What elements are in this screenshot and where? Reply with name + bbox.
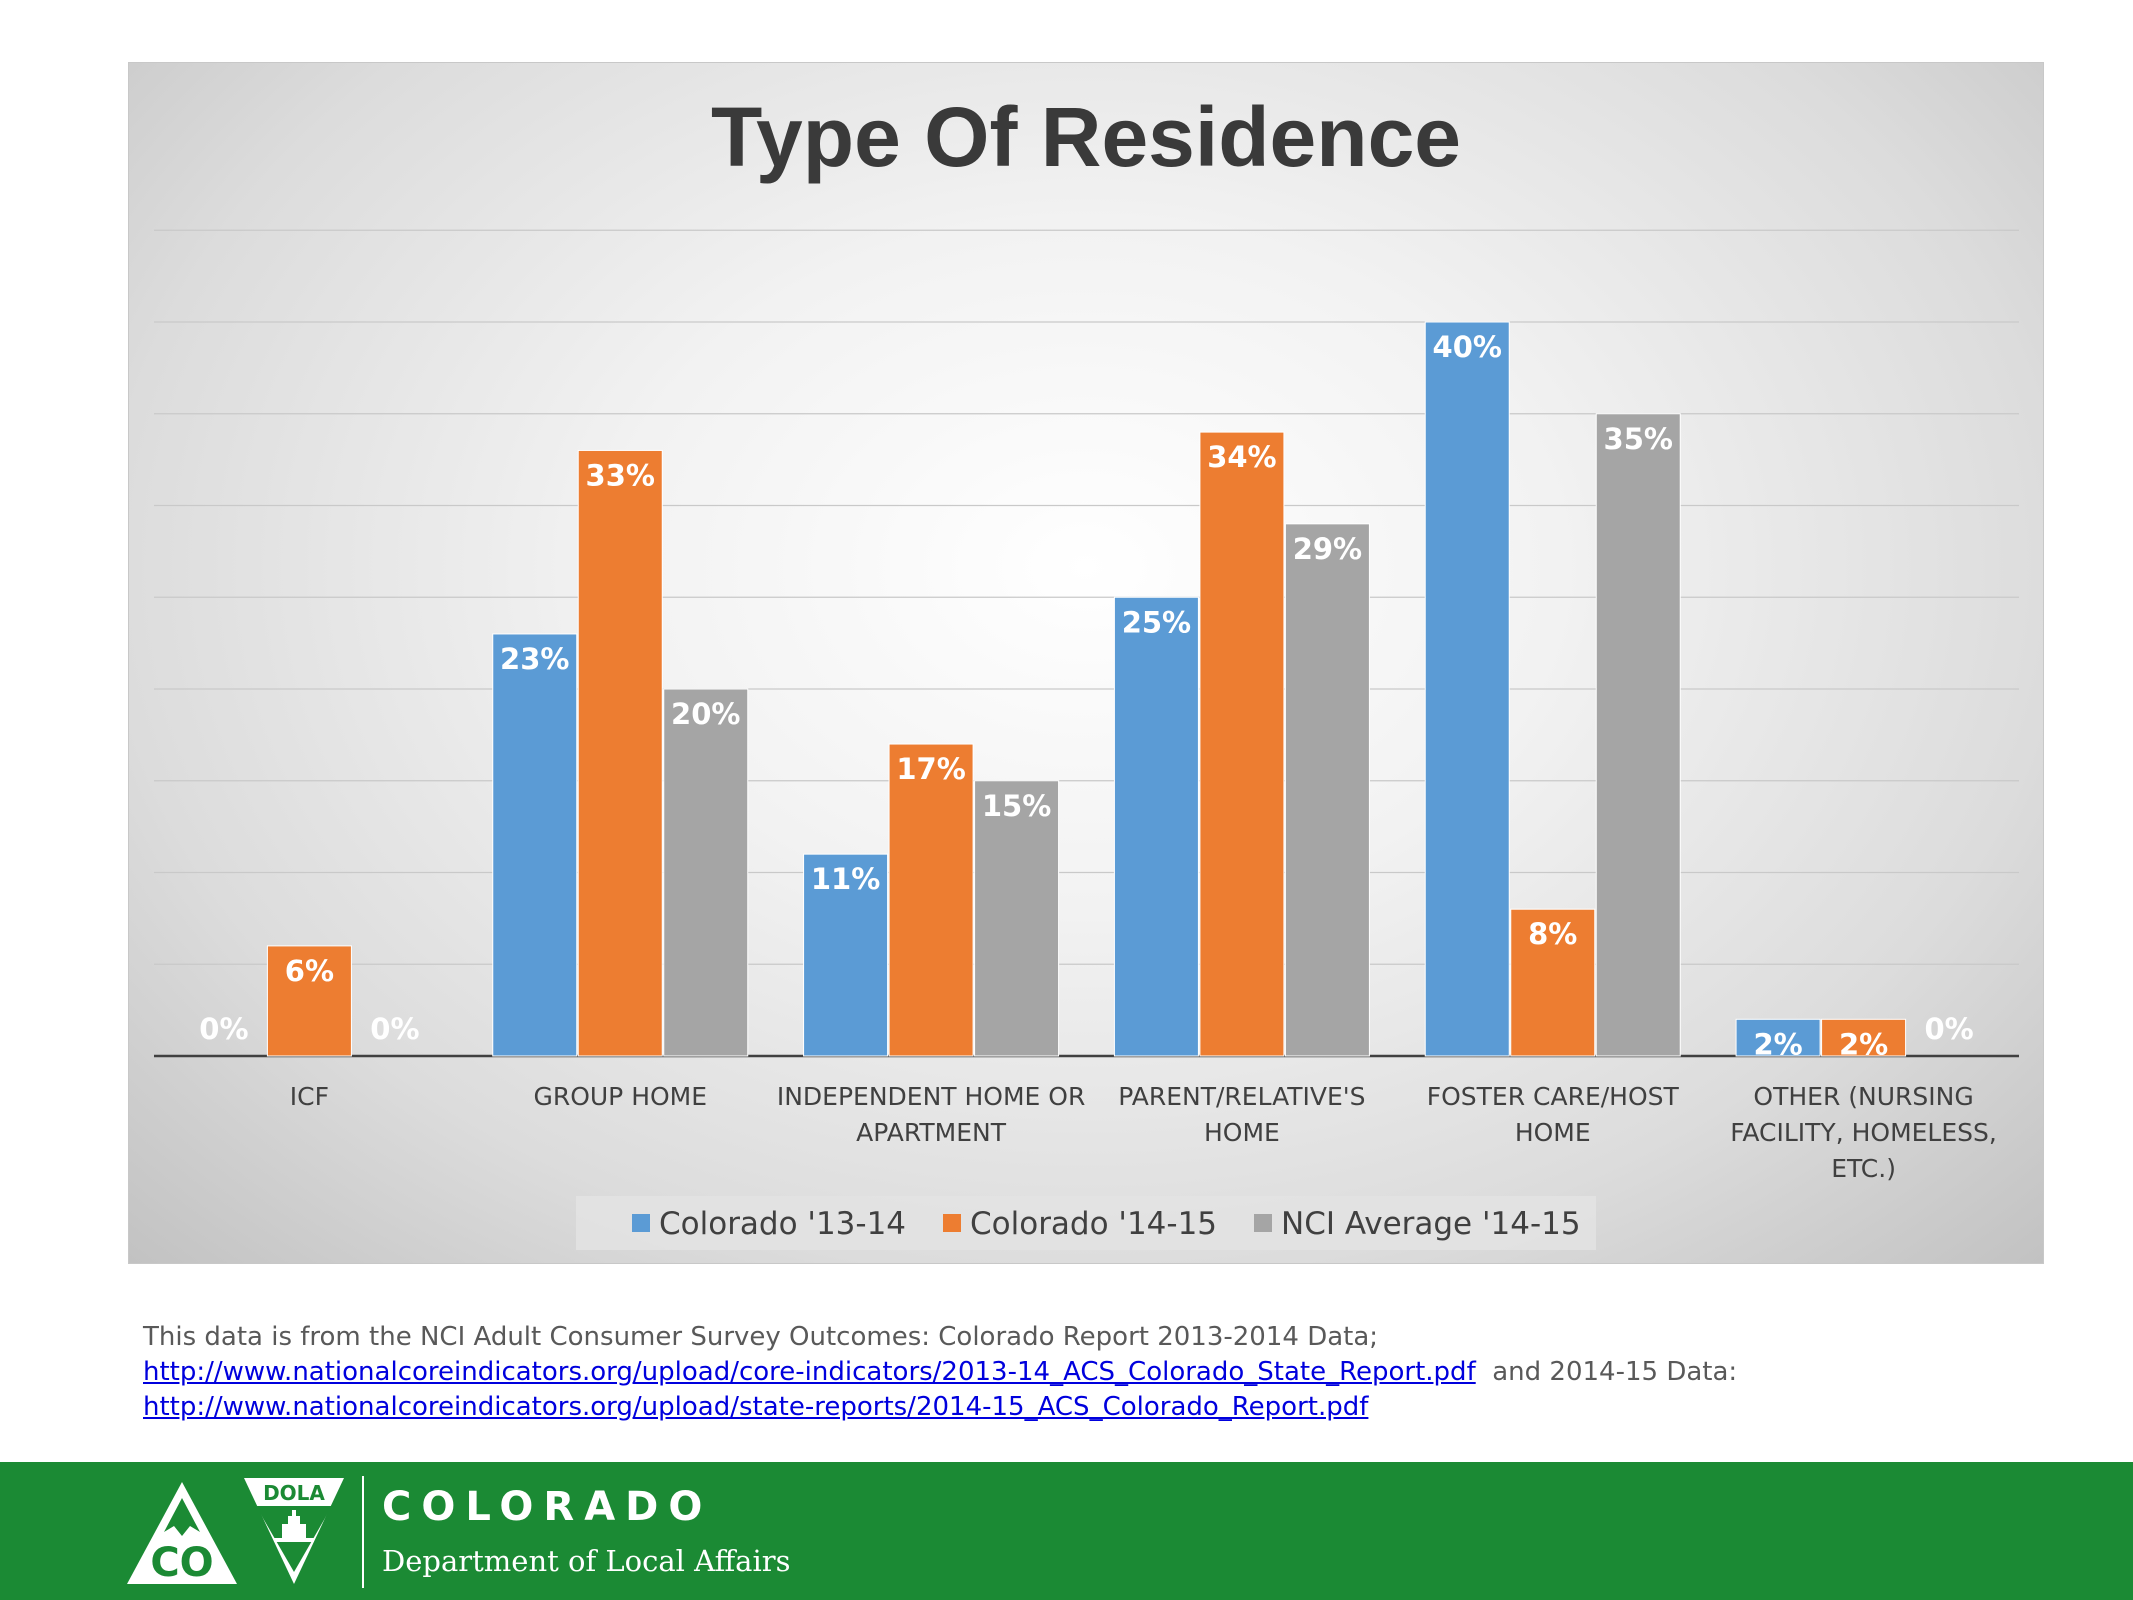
footer-bar: CO DOLA COLORADO Department of Local Aff… bbox=[0, 1462, 2133, 1600]
data-label: 29% bbox=[1293, 532, 1362, 566]
data-label: 6% bbox=[285, 954, 334, 988]
bar bbox=[888, 743, 974, 1057]
chart-panel: Type Of Residence 0% 6% 0% ICF 23% 33% 20% GROUP… bbox=[128, 62, 2044, 1264]
legend-label: Colorado '13-14 bbox=[659, 1206, 906, 1242]
category-label: INDEPENDENT HOME OR bbox=[777, 1082, 1086, 1111]
logo-co-text: CO bbox=[150, 1540, 213, 1586]
bar bbox=[492, 633, 578, 1057]
source-note: This data is from the NCI Adult Consumer… bbox=[143, 1320, 2043, 1425]
data-label: 15% bbox=[982, 789, 1051, 823]
category-label: FOSTER CARE/HOST bbox=[1427, 1082, 1680, 1111]
category-label: APARTMENT bbox=[856, 1118, 1007, 1147]
source-note-line3: http://www.nationalcoreindicators.org/up… bbox=[143, 1390, 2043, 1425]
data-label: 8% bbox=[1528, 917, 1577, 951]
bar bbox=[974, 780, 1060, 1057]
legend-swatch bbox=[943, 1214, 961, 1232]
category-label: ICF bbox=[290, 1082, 329, 1111]
bar bbox=[1821, 1018, 1907, 1057]
data-label: 40% bbox=[1433, 330, 1502, 364]
logo-mountain-peak-icon bbox=[164, 1498, 200, 1536]
data-label: 34% bbox=[1207, 440, 1276, 474]
data-label: 11% bbox=[811, 862, 880, 896]
footer-divider bbox=[362, 1476, 364, 1588]
dola-logo: CO DOLA bbox=[127, 1478, 344, 1586]
category-label: PARENT/RELATIVE'S bbox=[1118, 1082, 1365, 1111]
source-link-2013-14[interactable]: http://www.nationalcoreindicators.org/up… bbox=[143, 1357, 1476, 1387]
data-label: 35% bbox=[1604, 422, 1673, 456]
bar bbox=[1510, 908, 1596, 1057]
category-label: HOME bbox=[1515, 1118, 1591, 1147]
footer-org-name: COLORADO bbox=[382, 1484, 713, 1530]
category-label: ETC.) bbox=[1831, 1154, 1896, 1183]
data-label: 17% bbox=[896, 752, 965, 786]
category-label: GROUP HOME bbox=[533, 1082, 707, 1111]
data-label: 33% bbox=[586, 458, 655, 492]
logo-dola-text: DOLA bbox=[263, 1481, 325, 1505]
source-note-line2: http://www.nationalcoreindicators.org/up… bbox=[143, 1355, 2043, 1390]
legend-label: Colorado '14-15 bbox=[970, 1206, 1217, 1242]
category-label: FACILITY, HOMELESS, bbox=[1730, 1118, 1997, 1147]
bar bbox=[1595, 413, 1681, 1057]
legend-swatch bbox=[632, 1214, 650, 1232]
category-label: HOME bbox=[1204, 1118, 1280, 1147]
bar bbox=[663, 688, 749, 1057]
logo-capitol-icon bbox=[274, 1510, 314, 1542]
data-label: 0% bbox=[370, 1012, 419, 1046]
bar-chart: Type Of Residence 0% 6% 0% ICF 23% 33% 20% GROUP… bbox=[154, 90, 2019, 1250]
data-label: 2% bbox=[1753, 1027, 1802, 1061]
source-note-between: and 2014-15 Data: bbox=[1492, 1357, 1738, 1387]
bar bbox=[577, 449, 663, 1057]
bar bbox=[1735, 1018, 1821, 1057]
bar bbox=[266, 945, 352, 1057]
category-label: OTHER (NURSING bbox=[1753, 1082, 1973, 1111]
source-link-2014-15[interactable]: http://www.nationalcoreindicators.org/up… bbox=[143, 1392, 1369, 1422]
bar bbox=[1113, 596, 1199, 1057]
data-label: 2% bbox=[1839, 1027, 1888, 1061]
data-label: 25% bbox=[1122, 605, 1191, 639]
legend-label: NCI Average '14-15 bbox=[1281, 1206, 1581, 1242]
legend-swatch bbox=[1254, 1214, 1272, 1232]
chart-title: Type Of Residence bbox=[711, 90, 1461, 184]
legend-box bbox=[576, 1196, 1596, 1250]
bar bbox=[803, 853, 889, 1057]
data-label: 20% bbox=[671, 697, 740, 731]
source-note-line1: This data is from the NCI Adult Consumer… bbox=[143, 1322, 1379, 1352]
data-label: 0% bbox=[1924, 1012, 1973, 1046]
footer-department-name: Department of Local Affairs bbox=[382, 1544, 791, 1578]
bar bbox=[1284, 523, 1370, 1057]
bar bbox=[1199, 431, 1285, 1057]
data-label: 23% bbox=[500, 642, 569, 676]
bar bbox=[1424, 321, 1510, 1057]
data-label: 0% bbox=[199, 1012, 248, 1046]
